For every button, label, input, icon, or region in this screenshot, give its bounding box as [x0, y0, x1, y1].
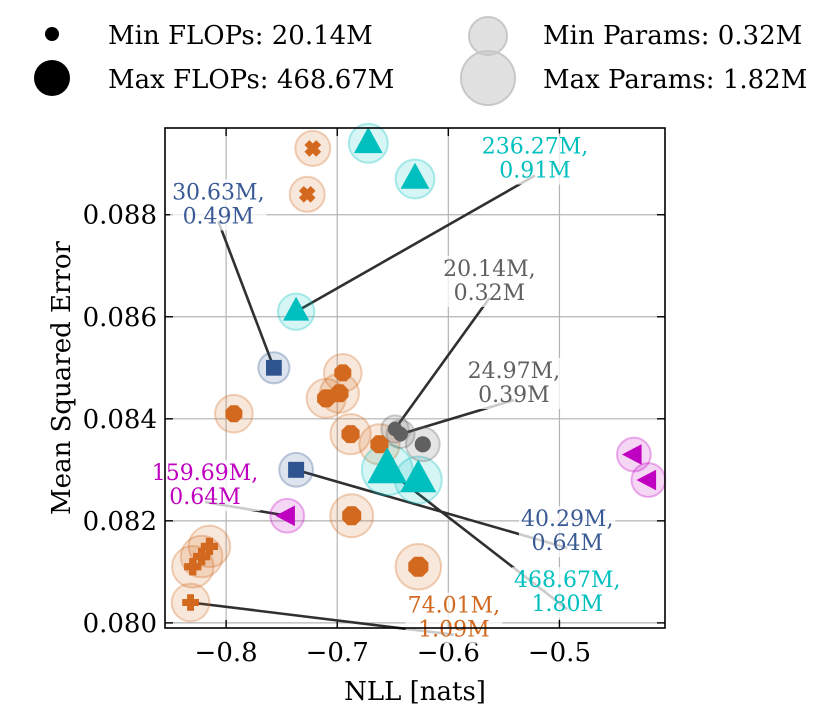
data-markers — [182, 127, 657, 611]
annotation-label-line: 0.91M — [499, 159, 571, 184]
annotation-label-line: 30.63M, — [172, 180, 265, 205]
octagon-marker — [225, 405, 243, 423]
x-tick-label: −0.5 — [528, 638, 591, 668]
annotation-label-line: 0.39M — [478, 383, 550, 408]
plus-marker — [200, 537, 219, 555]
annotation-bg — [479, 133, 591, 185]
y-tick-label: 0.080 — [83, 609, 157, 639]
triangle-left-marker — [636, 469, 657, 491]
annotation-label: 236.27M, 0.91M — [482, 135, 589, 184]
annotation-label-line: 1.09M — [418, 618, 490, 643]
octagon-marker — [317, 389, 336, 408]
square-marker — [266, 359, 282, 376]
annotation-label-line: 0.32M — [454, 281, 526, 306]
annotation-label-line: 0.64M — [169, 485, 241, 510]
y-axis-label: Mean Squared Error — [47, 241, 77, 515]
circle-marker — [393, 426, 408, 442]
triangle-left-marker — [275, 505, 295, 527]
legend-max-params-label: Max Params: 1.82M — [543, 65, 807, 95]
x-axis-label: NLL [nats] — [344, 677, 486, 707]
annotation-connector — [393, 297, 491, 430]
y-tick-label: 0.088 — [83, 201, 157, 231]
legend-min-params-label: Min Params: 0.32M — [543, 21, 802, 51]
y-tick-label: 0.084 — [83, 405, 157, 435]
annotation-bg — [518, 505, 616, 557]
legend-max-flops-label: Max FLOPs: 468.67M — [108, 65, 394, 95]
annotation-label-line: 1.80M — [531, 592, 603, 617]
annotation-label-line: 236.27M, — [482, 135, 589, 160]
triangle-up-marker — [400, 459, 437, 493]
annotation-bg — [465, 358, 563, 409]
annotation-label-line: 159.69M, — [152, 461, 259, 486]
annotation-bg — [405, 592, 503, 644]
annotation-label-line: 24.97M, — [468, 359, 561, 384]
legend-min-params-marker — [468, 16, 508, 56]
legend: Min FLOPs: 20.14M Max FLOPs: 468.67M Min… — [34, 16, 807, 106]
legend-min-flops-label: Min FLOPs: 20.14M — [108, 21, 373, 51]
annotation-label: 40.29M, 0.64M — [521, 507, 614, 556]
annotation-label: 468.67M, 1.80M — [514, 568, 621, 617]
x-tick-label: −0.7 — [306, 638, 369, 668]
plus-marker — [193, 547, 211, 566]
circle-marker — [414, 436, 431, 453]
octagon-marker — [342, 506, 362, 526]
legend-max-params-marker — [460, 50, 516, 106]
annotation-bg — [149, 460, 261, 512]
annotation-connector — [295, 174, 536, 313]
plot-frame — [164, 127, 666, 629]
y-tick-label: 0.082 — [83, 507, 157, 537]
annotation-labels: 30.63M, 0.49M 236.27M, 0.91M 20.14M, 0.32M 24.… — [149, 133, 623, 644]
annotation-label-line: 468.67M, — [514, 568, 621, 593]
octagon-marker — [408, 556, 429, 577]
annotation-label-line: 0.49M — [183, 204, 255, 229]
annotation-label: 24.97M, 0.39M — [468, 359, 561, 408]
triangle-up-marker — [400, 162, 430, 189]
x-tick-label: −0.8 — [195, 638, 258, 668]
plus-marker — [182, 594, 199, 611]
annotation-connector — [217, 220, 276, 369]
octagon-marker — [370, 435, 389, 454]
x-marker — [304, 140, 322, 157]
annotation-label: 30.63M, 0.49M — [172, 180, 265, 229]
triangle-up-marker — [354, 127, 383, 154]
triangle-left-marker — [622, 444, 642, 465]
annotation-label-line: 20.14M, — [443, 257, 536, 282]
annotation-label-line: 0.64M — [531, 531, 603, 556]
x-marker — [298, 185, 316, 203]
octagon-marker — [341, 425, 360, 444]
annotation-bg — [170, 179, 267, 231]
y-tick-label: 0.086 — [83, 303, 157, 333]
octagon-marker — [334, 364, 352, 382]
annotation-label: 20.14M, 0.32M — [443, 257, 536, 306]
triangle-up-marker — [367, 447, 407, 484]
annotation-label-line: 40.29M, — [521, 507, 614, 532]
annotation-bg — [441, 255, 538, 307]
legend-max-flops-marker — [34, 60, 70, 96]
annotation-label-line: 74.01M, — [408, 594, 501, 619]
plus-marker — [184, 558, 202, 576]
annotation-label: 74.01M, 1.09M — [408, 594, 501, 643]
legend-min-flops-marker — [45, 27, 59, 41]
square-marker — [288, 461, 305, 478]
axis-ticks: −0.8 −0.7 −0.6 −0.50.0800.0820.0840.0860.08… — [83, 128, 665, 668]
triangle-up-marker — [283, 296, 310, 321]
annotation-label: 159.69M, 0.64M — [152, 461, 259, 510]
annotation-bg — [511, 567, 623, 619]
